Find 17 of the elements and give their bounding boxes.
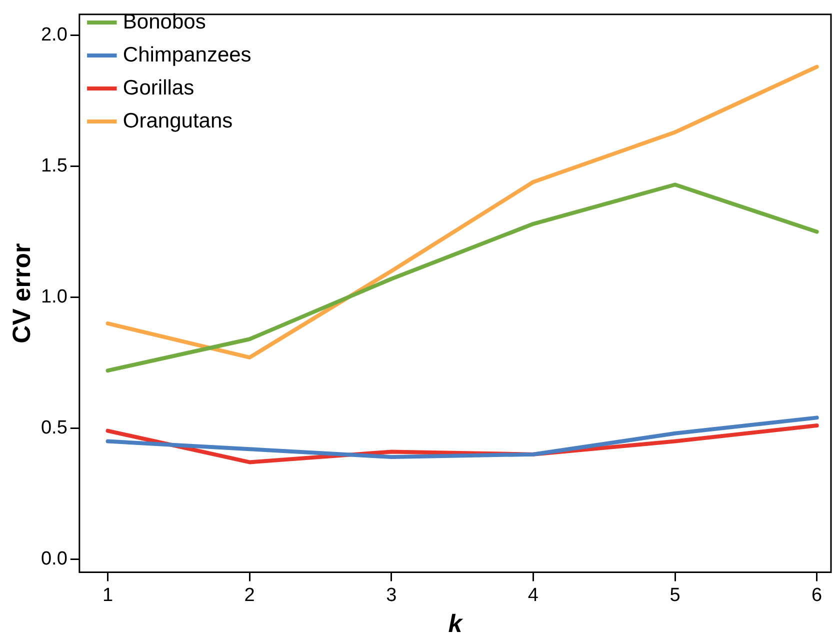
- y-axis-title: CV error: [8, 243, 36, 344]
- legend-label: Orangutans: [122, 109, 233, 132]
- x-axis-title: k: [448, 610, 464, 638]
- legend-label: Gorillas: [122, 76, 194, 100]
- y-tick-label: 2.0: [40, 24, 68, 46]
- legend-label: Chimpanzees: [122, 43, 252, 66]
- x-tick-label: 2: [244, 584, 255, 606]
- legend-label: Bonobos: [122, 10, 206, 34]
- y-tick-label: 0.0: [40, 548, 68, 570]
- x-tick-label: 1: [102, 584, 114, 606]
- y-tick-label: 1.0: [40, 286, 68, 308]
- x-tick-label: 6: [812, 584, 822, 606]
- y-tick-label: 0.5: [40, 417, 68, 438]
- y-tick-label: 1.5: [40, 156, 68, 177]
- x-tick-label: 3: [386, 584, 397, 606]
- x-tick-label: 5: [670, 584, 680, 606]
- x-tick-label: 4: [528, 584, 539, 606]
